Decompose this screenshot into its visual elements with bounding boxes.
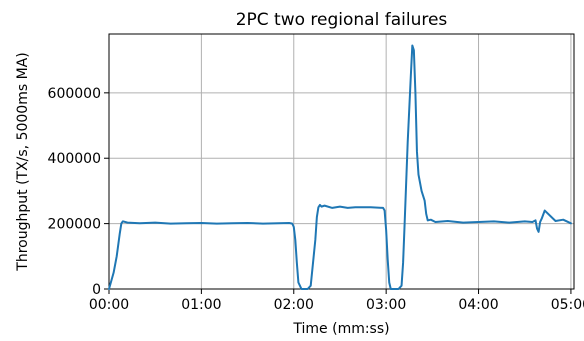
y-tick-label: 0 — [92, 282, 101, 298]
x-tick-label: 01:00 — [181, 297, 221, 313]
y-tick-label: 600000 — [48, 86, 101, 102]
plot-frame — [108, 33, 575, 290]
ticks-layer: 00:00 01:00 02:00 03:00 04:00 05:00 0 200000 400… — [48, 86, 584, 313]
y-tick-label: 400000 — [48, 151, 101, 167]
x-tick-label: 04:00 — [458, 297, 498, 313]
y-tick-label: 200000 — [48, 217, 101, 233]
x-tick-label: 05:00 — [551, 297, 584, 313]
x-tick-label: 03:00 — [366, 297, 406, 313]
throughput-series-line — [108, 44, 572, 290]
grid-layer — [108, 34, 574, 290]
x-tick-label: 00:00 — [89, 297, 129, 313]
x-axis-label: Time (mm:ss) — [292, 321, 389, 337]
chart-title: 2PC two regional failures — [236, 10, 448, 30]
series-layer — [108, 44, 572, 290]
y-axis-label: Throughput (TX/s, 5000ms MA) — [15, 52, 31, 271]
x-tick-label: 02:00 — [274, 297, 314, 313]
